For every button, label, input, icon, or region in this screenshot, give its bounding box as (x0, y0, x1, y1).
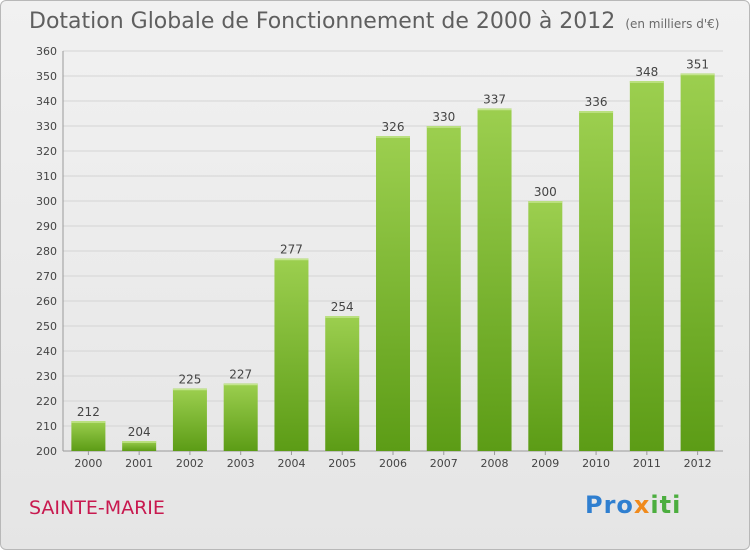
y-tick-label: 310 (36, 170, 57, 183)
x-tick-label: 2010 (582, 457, 610, 470)
x-tick-label: 2008 (481, 457, 509, 470)
x-tick-label: 2007 (430, 457, 458, 470)
bar (274, 258, 309, 451)
y-tick-label: 230 (36, 370, 57, 383)
x-tick-label: 2004 (277, 457, 305, 470)
bar (680, 73, 715, 451)
x-tick-label: 2001 (125, 457, 153, 470)
bar (426, 126, 461, 451)
bar-value-label: 227 (229, 368, 252, 382)
y-tick-label: 330 (36, 120, 57, 133)
logo-part-3: iti (650, 491, 682, 519)
y-tick-label: 280 (36, 245, 57, 258)
bar-value-label: 254 (331, 300, 354, 314)
y-tick-label: 270 (36, 270, 57, 283)
bar-value-label: 330 (432, 110, 455, 124)
bar (122, 441, 157, 451)
bar-value-label: 204 (128, 425, 151, 439)
x-tick-label: 2005 (328, 457, 356, 470)
y-tick-label: 360 (36, 45, 57, 58)
y-tick-label: 240 (36, 345, 57, 358)
bar-value-label: 337 (483, 93, 506, 107)
y-tick-label: 260 (36, 295, 57, 308)
bar-value-label: 300 (534, 185, 557, 199)
bar-value-label: 348 (635, 65, 658, 79)
x-tick-label: 2006 (379, 457, 407, 470)
bar (579, 111, 614, 451)
bar (223, 383, 258, 451)
chart-title: Dotation Globale de Fonctionnement de 20… (29, 9, 719, 34)
x-tick-label: 2009 (531, 457, 559, 470)
proxiti-logo: Proxiti (585, 491, 681, 519)
bar (71, 421, 106, 451)
y-tick-label: 300 (36, 195, 57, 208)
logo-part-1: Pro (585, 491, 634, 519)
bar-value-label: 212 (77, 405, 100, 419)
x-tick-label: 2002 (176, 457, 204, 470)
bar-value-label: 351 (686, 58, 709, 72)
y-tick-label: 250 (36, 320, 57, 333)
bar (477, 108, 512, 451)
unit-note: (en milliers d'€) (625, 17, 720, 31)
y-tick-label: 320 (36, 145, 57, 158)
title-text: Dotation Globale de Fonctionnement de 20… (29, 9, 616, 34)
x-tick-label: 2011 (633, 457, 661, 470)
y-tick-label: 200 (36, 445, 57, 458)
bar-value-label: 336 (585, 95, 608, 109)
bar-value-label: 225 (178, 373, 201, 387)
bar (629, 81, 664, 451)
location-label: SAINTE-MARIE (29, 497, 165, 519)
bar (528, 201, 563, 451)
y-tick-label: 290 (36, 220, 57, 233)
x-tick-label: 2012 (684, 457, 712, 470)
x-tick-label: 2003 (227, 457, 255, 470)
y-tick-label: 350 (36, 70, 57, 83)
bar (325, 316, 360, 451)
y-tick-label: 210 (36, 420, 57, 433)
bar (172, 388, 207, 451)
logo-part-2: x (633, 491, 651, 519)
bar-value-label: 277 (280, 243, 303, 257)
y-tick-label: 220 (36, 395, 57, 408)
bar-value-label: 326 (382, 120, 405, 134)
y-tick-label: 340 (36, 95, 57, 108)
x-tick-label: 2000 (74, 457, 102, 470)
bar (376, 136, 410, 451)
